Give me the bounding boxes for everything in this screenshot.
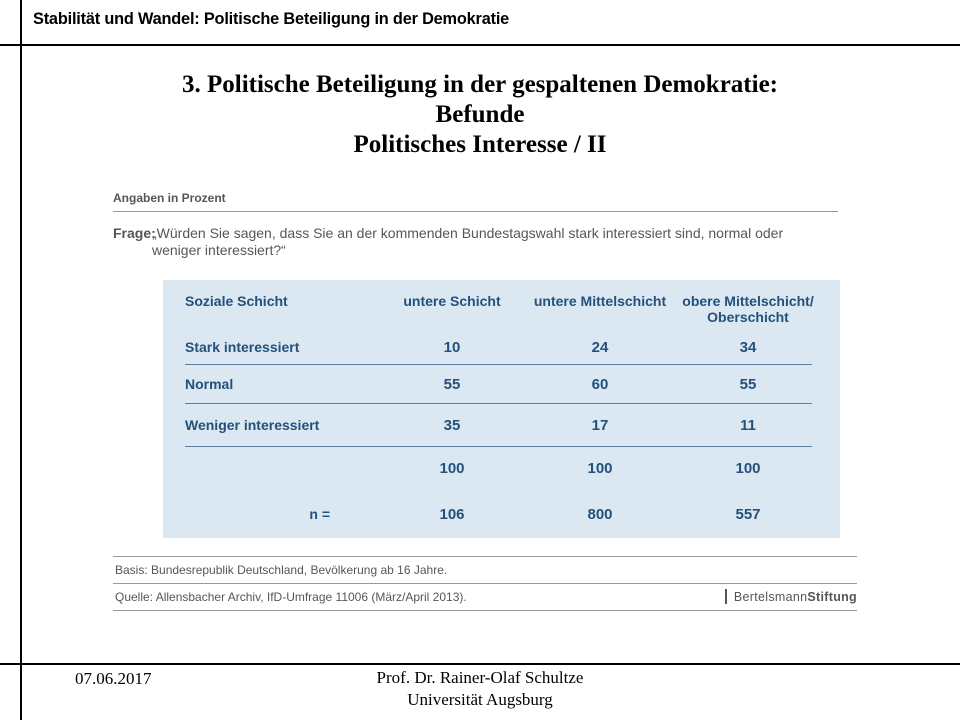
sample-size-label: n = <box>309 506 330 522</box>
value-stark-untere-schicht: 10 <box>443 338 461 356</box>
totals-row-empty-label <box>185 447 378 490</box>
footer-divider-rule <box>0 663 960 665</box>
table-header-obere-line1: obere Mittelschicht/ <box>682 293 814 309</box>
value-stark-untere-mittelschicht: 24 <box>591 338 609 356</box>
table-row-separator <box>185 403 812 404</box>
total-untere-schicht: 100 <box>439 460 465 477</box>
question-block: Frage: „Würden Sie sagen, dass Sie an de… <box>113 225 857 259</box>
figure-top-rule <box>113 211 838 212</box>
footer-date: 07.06.2017 <box>75 669 152 688</box>
value-weniger-obere-mittelschicht: 11 <box>740 416 756 434</box>
sample-untere-mittelschicht: 800 <box>587 505 613 523</box>
data-table: Soziale Schicht untere Schicht untere Mi… <box>163 280 840 538</box>
total-untere-mittelschicht: 100 <box>587 460 613 477</box>
footer-credits: Prof. Dr. Rainer-Olaf Schultze Universit… <box>0 667 960 711</box>
bertelsmann-stiftung-logo: Bertelsmann Stiftung <box>724 589 857 604</box>
table-header-obere-mittelschicht: obere Mittelschicht/ Oberschicht <box>674 280 822 330</box>
unit-note: Angaben in Prozent <box>113 191 226 205</box>
total-obere-mittelschicht: 100 <box>735 460 761 477</box>
logo-text-stiftung: Stiftung <box>807 589 857 604</box>
question-label: Frage: <box>113 225 156 241</box>
value-normal-untere-mittelschicht: 60 <box>591 375 609 393</box>
table-header-obere-line2: Oberschicht <box>707 309 789 325</box>
figure-footer-rule-3 <box>113 610 857 611</box>
row-label-weniger-interessiert: Weniger interessiert <box>185 417 320 433</box>
table-header-untere-schicht: untere Schicht <box>403 293 501 309</box>
value-normal-obere-mittelschicht: 55 <box>739 375 757 393</box>
survey-figure: Angaben in Prozent Frage: „Würden Sie sa… <box>113 191 857 611</box>
slide-title: 3. Politische Beteiligung in der gespalt… <box>0 70 960 160</box>
source-note: Quelle: Allensbacher Archiv, IfD-Umfrage… <box>115 589 467 604</box>
table-header-untere-mittelschicht: untere Mittelschicht <box>533 293 667 309</box>
logo-text-bertelsmann: Bertelsmann <box>733 589 808 604</box>
value-weniger-untere-mittelschicht: 17 <box>591 416 609 434</box>
source-row: Quelle: Allensbacher Archiv, IfD-Umfrage… <box>115 589 857 604</box>
logo-bar-icon <box>724 589 727 604</box>
table-row-separator <box>185 446 812 447</box>
figure-footer-rule-2 <box>113 583 857 584</box>
sample-untere-schicht: 106 <box>439 505 465 523</box>
slide-title-line2: Befunde <box>435 101 525 128</box>
sample-obere-mittelschicht: 557 <box>735 505 761 523</box>
slide-title-line1: 3. Politische Beteiligung in der gespalt… <box>181 71 778 98</box>
value-stark-obere-mittelschicht: 34 <box>739 338 757 356</box>
table-header-soziale-schicht: Soziale Schicht <box>185 293 288 309</box>
header-divider-rule <box>0 44 960 46</box>
basis-note: Basis: Bundesrepublik Deutschland, Bevöl… <box>115 563 448 577</box>
slide-header-title: Stabilität und Wandel: Politische Beteil… <box>33 9 510 28</box>
question-text: „Würden Sie sagen, dass Sie an der komme… <box>152 225 784 258</box>
row-label-normal: Normal <box>185 376 234 392</box>
left-vertical-rule <box>20 0 22 720</box>
value-normal-untere-schicht: 55 <box>443 375 461 393</box>
slide-title-line3: Politisches Interesse / II <box>353 131 607 158</box>
footer-author: Prof. Dr. Rainer-Olaf Schultze <box>376 668 584 687</box>
row-label-stark-interessiert: Stark interessiert <box>185 339 300 355</box>
footer-institution: Universität Augsburg <box>407 690 553 709</box>
table-row-separator <box>185 364 812 365</box>
figure-footer-rule-1 <box>113 556 857 557</box>
value-weniger-untere-schicht: 35 <box>443 416 461 434</box>
